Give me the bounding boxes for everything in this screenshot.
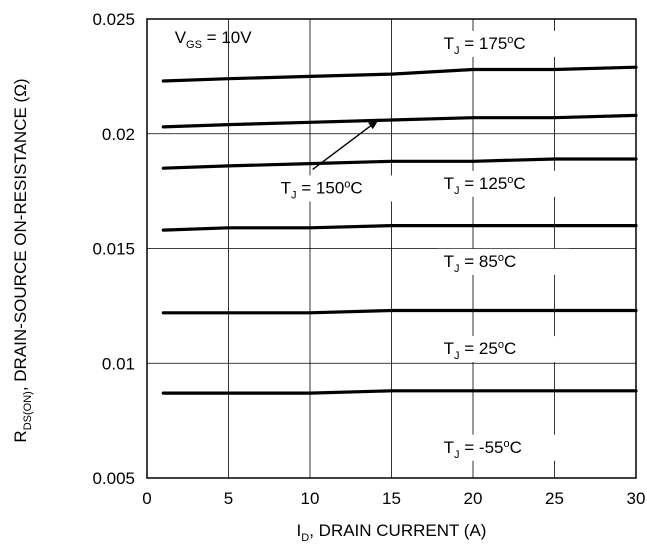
condition-label: VGS = 10V — [175, 28, 253, 51]
y-axis-title: RDS(ON), DRAIN-SOURCE ON-RESISTANCE (Ω) — [11, 78, 34, 442]
y-tick-label-1: 0.01 — [102, 354, 135, 373]
x-tick-label-6: 30 — [627, 489, 646, 508]
series-line-1 — [161, 113, 638, 129]
x-axis-title: ID, DRAIN CURRENT (A) — [297, 521, 487, 544]
annotation-label-4: TJ = 25oC — [444, 339, 517, 362]
curves — [161, 65, 638, 395]
annotation-label-3: TJ = 85oC — [444, 252, 517, 275]
y-tick-label-2: 0.015 — [92, 240, 135, 259]
annotation-label-5: TJ = -55oC — [444, 438, 522, 461]
annotation-arrowhead-1 — [368, 119, 379, 130]
series-line-5 — [161, 389, 638, 395]
y-tick-label-3: 0.02 — [102, 125, 135, 144]
annotation-bg-2 — [437, 170, 570, 197]
series-line-2 — [161, 157, 638, 170]
x-tick-label-3: 15 — [382, 489, 401, 508]
series-line-0 — [161, 65, 638, 83]
axis-titles: ID, DRAIN CURRENT (A) RDS(ON), DRAIN-SOUR… — [11, 78, 486, 544]
x-tick-label-0: 0 — [142, 489, 151, 508]
grid-lines — [147, 19, 636, 478]
series-line-4 — [161, 308, 638, 315]
annotation-arrow-1 — [312, 119, 379, 170]
y-tick-label-0: 0.005 — [92, 469, 135, 488]
annotation-label-0: TJ = 175oC — [444, 34, 526, 57]
x-tick-label-2: 10 — [301, 489, 320, 508]
tick-labels: 0 5 10 15 20 25 30 0.005 0.01 0.015 0.02 0.025 — [92, 10, 645, 508]
y-tick-label-4: 0.025 — [92, 10, 135, 29]
annotation-bg-3 — [437, 248, 570, 275]
annotation-bg-4 — [437, 336, 570, 363]
plot-frame — [146, 18, 637, 479]
annotation-bg-0 — [437, 30, 570, 57]
x-tick-label-4: 20 — [464, 489, 483, 508]
annotation-bg-1 — [274, 175, 407, 202]
annotations: TJ = 175oC TJ = 150oC TJ = 125oC TJ = 85oC T… — [175, 28, 570, 461]
series-line-3 — [161, 224, 638, 232]
annotation-label-2: TJ = 125oC — [444, 174, 526, 197]
annotation-label-1: TJ = 150oC — [281, 178, 363, 201]
x-tick-label-1: 5 — [224, 489, 233, 508]
annotation-bg-5 — [437, 434, 570, 461]
x-tick-label-5: 25 — [545, 489, 564, 508]
